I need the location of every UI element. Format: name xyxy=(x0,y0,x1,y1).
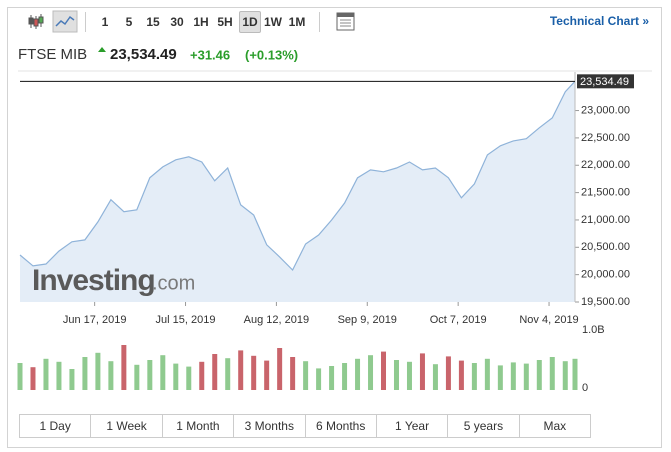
volume-bar xyxy=(199,361,205,390)
price: 23,534.49 xyxy=(110,46,177,63)
volume-bar xyxy=(238,350,244,390)
y-tick-label: 22,000.00 xyxy=(581,159,630,171)
interval-button[interactable]: 30 xyxy=(170,15,184,29)
volume-bar xyxy=(471,363,477,390)
volume-bar xyxy=(445,356,451,390)
range-button[interactable]: 1 Month xyxy=(161,415,233,437)
instrument-name: FTSE MIB xyxy=(18,46,87,63)
range-button[interactable]: 6 Months xyxy=(304,415,376,437)
x-tick-label: Jun 17, 2019 xyxy=(63,314,127,326)
range-button[interactable]: 5 years xyxy=(447,415,518,437)
volume-bar xyxy=(69,369,75,390)
last-price-box xyxy=(577,74,634,89)
separator xyxy=(319,12,320,32)
volume-bar xyxy=(121,345,127,390)
volume-bar xyxy=(108,361,114,390)
volume-bar xyxy=(316,368,322,390)
volume-bar xyxy=(432,364,438,390)
volume-bar xyxy=(572,358,578,390)
volume-bar xyxy=(381,351,387,390)
watermark: Investing xyxy=(32,264,155,297)
last-price-label: 23,534.49 xyxy=(580,76,629,88)
technical-chart-link[interactable]: Technical Chart » xyxy=(549,14,649,28)
interval-button[interactable]: 5H xyxy=(217,15,233,29)
interval-button[interactable]: 1W xyxy=(264,15,282,29)
x-tick-label: Sep 9, 2019 xyxy=(338,314,397,326)
change: +31.46 xyxy=(190,47,230,62)
volume-bar xyxy=(212,354,218,390)
y-tick-label: 21,500.00 xyxy=(581,187,630,199)
volume-bar xyxy=(393,360,399,390)
volume-bar xyxy=(30,367,36,390)
volume-bar xyxy=(549,357,555,390)
volume-tick-label: 0 xyxy=(582,382,588,394)
volume-bar xyxy=(497,365,503,390)
y-tick-label: 22,500.00 xyxy=(581,132,630,144)
x-tick-label: Nov 4, 2019 xyxy=(519,314,578,326)
volume-bar xyxy=(56,361,62,390)
widget: 1 5 15 30 1H 5H 1D 1W 1M Technical Chart » 1 Day… xyxy=(7,7,662,448)
volume-bar xyxy=(523,363,529,390)
volume-bar xyxy=(562,361,568,390)
volume-bar xyxy=(160,355,166,390)
volume-bar xyxy=(134,364,140,390)
volume-bar xyxy=(303,361,309,390)
price-line xyxy=(19,80,576,272)
volume-bar xyxy=(458,360,464,390)
y-tick-label: 19,500.00 xyxy=(581,296,630,308)
chart-type-icons xyxy=(28,10,78,33)
interval-button[interactable]: 1M xyxy=(288,15,306,29)
volume-bar xyxy=(484,358,490,390)
y-tick-label: 20,000.00 xyxy=(581,269,630,281)
separator xyxy=(85,12,86,32)
interval-button[interactable]: 15 xyxy=(146,15,160,29)
volume-bar xyxy=(536,360,542,390)
range-button[interactable]: 3 Months xyxy=(233,415,304,437)
area-fill xyxy=(20,81,575,302)
volume-bar xyxy=(368,355,374,390)
volume-bar xyxy=(225,358,231,390)
volume-bar xyxy=(329,366,335,390)
interval-button[interactable]: 5 xyxy=(125,15,133,29)
volume-bar xyxy=(406,361,412,390)
volume-bar xyxy=(264,360,270,390)
volume-bar xyxy=(95,352,101,390)
volume-bar xyxy=(355,358,361,390)
volume-bar xyxy=(17,363,23,390)
range-button[interactable]: 1 Week xyxy=(90,415,161,437)
volume-bar xyxy=(147,360,153,390)
up-arrow xyxy=(98,47,106,52)
x-tick-label: Aug 12, 2019 xyxy=(244,314,309,326)
range-button[interactable]: 1 Year xyxy=(375,415,447,437)
volume-bar xyxy=(510,362,516,390)
y-tick-label: 20,500.00 xyxy=(581,241,630,253)
interval-button[interactable]: 1 xyxy=(101,15,109,29)
volume-bar xyxy=(277,348,283,390)
y-tick-label: 21,000.00 xyxy=(581,214,630,226)
volume-tick-label: 1.0B xyxy=(582,324,605,336)
volume-bar xyxy=(251,355,257,390)
range-selector: 1 Day 1 Week 1 Month 3 Months 6 Months 1 Year… xyxy=(19,414,591,438)
x-tick-label: Oct 7, 2019 xyxy=(430,314,487,326)
x-tick-label: Jul 15, 2019 xyxy=(156,314,216,326)
volume-bar xyxy=(43,358,49,390)
range-button[interactable]: Max xyxy=(518,415,590,437)
range-button[interactable]: 1 Day xyxy=(39,419,71,433)
interval-button[interactable]: 1D xyxy=(239,11,261,33)
volume-bar xyxy=(173,363,179,390)
toolbar: 1 5 15 30 1H 5H 1D 1W 1M Technical Chart » xyxy=(8,8,661,36)
interval-button[interactable]: 1H xyxy=(193,15,209,29)
y-tick-label: 23,000.00 xyxy=(581,104,630,116)
watermark-suffix: .com xyxy=(152,272,195,294)
volume-bar xyxy=(419,353,425,390)
volume-bar xyxy=(290,357,296,390)
volume-bar xyxy=(186,366,192,390)
table-icon[interactable] xyxy=(334,8,358,36)
change-percent: (+0.13%) xyxy=(245,47,298,62)
volume-bar xyxy=(342,363,348,390)
volume-bar xyxy=(82,357,88,390)
